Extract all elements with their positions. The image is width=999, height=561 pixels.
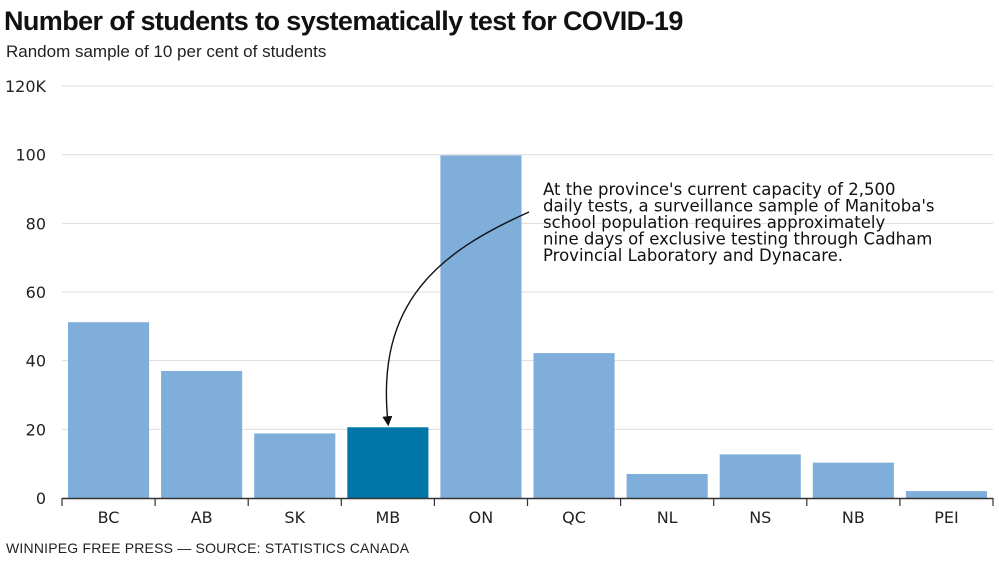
bar-bc (68, 322, 150, 498)
x-tick-label: MB (375, 508, 400, 527)
bar-pei (905, 491, 987, 498)
y-tick-label: 40 (26, 352, 46, 371)
y-tick-label: 20 (26, 420, 46, 439)
bar-mb (347, 427, 429, 498)
annotation-line: Provincial Laboratory and Dynacare. (543, 246, 843, 265)
annotation-line: At the province's current capacity of 2,… (543, 180, 896, 199)
x-tick-label: SK (284, 508, 305, 527)
bar-nl (626, 473, 708, 498)
x-tick-label: AB (191, 508, 213, 527)
annotation: At the province's current capacity of 2,… (382, 180, 935, 427)
annotation-line: school population requires approximately (543, 213, 885, 232)
bars (68, 155, 987, 498)
y-tick-label: 100 (15, 146, 46, 165)
x-tick-label: NL (657, 508, 678, 527)
x-tick-label: PEI (934, 508, 958, 527)
bar-nb (812, 462, 894, 498)
annotation-line: nine days of exclusive testing through C… (543, 230, 932, 249)
x-tick-label: BC (98, 508, 120, 527)
gridlines (62, 85, 993, 430)
x-tick-label: NS (749, 508, 771, 527)
axes: 0 20 40 60 80 100 120K BC AB SK MB ON QC NL NS NB PEI (5, 77, 994, 527)
chart-title: Number of students to systematically tes… (4, 6, 683, 36)
x-tick-label: QC (562, 508, 586, 527)
annotation-arrow (382, 211, 530, 427)
y-tick-label: 0 (36, 489, 46, 508)
x-tick-label: ON (469, 508, 494, 527)
bar-ab (161, 370, 243, 498)
source-credit: WINNIPEG FREE PRESS — SOURCE: STATISTICS… (6, 540, 410, 556)
bar-sk (254, 433, 336, 498)
chart-subtitle: Random sample of 10 per cent of students (6, 42, 327, 61)
bar-on (440, 155, 522, 498)
y-tick-label: 80 (26, 214, 46, 233)
y-tick-label: 120K (5, 77, 47, 96)
annotation-line: daily tests, a surveillance sample of Ma… (543, 197, 935, 216)
y-tick-label: 60 (26, 283, 46, 302)
bar-qc (533, 353, 615, 498)
bar-ns (719, 454, 801, 498)
x-tick-label: NB (842, 508, 865, 527)
